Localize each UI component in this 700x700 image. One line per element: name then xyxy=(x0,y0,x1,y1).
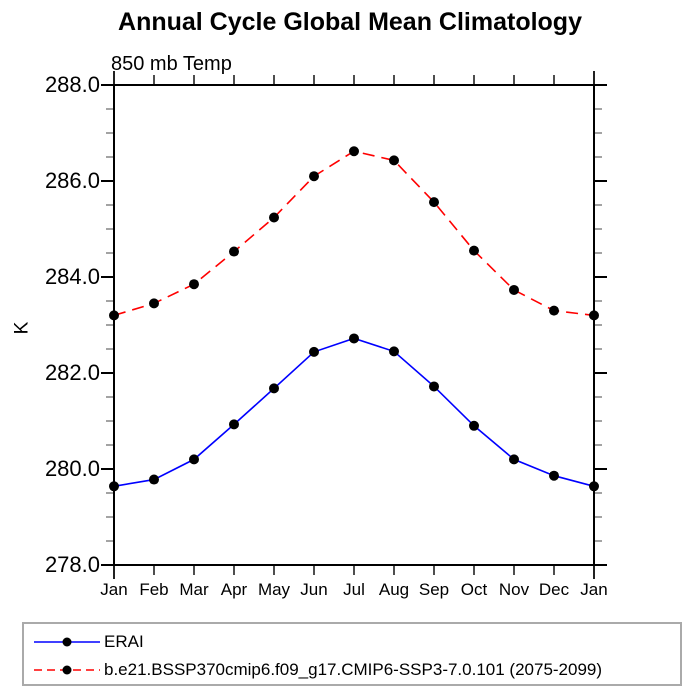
chart-subtitle: 850 mb Temp xyxy=(111,53,232,75)
x-tick-label: Sep xyxy=(419,580,449,599)
chart-title: Annual Cycle Global Mean Climatology xyxy=(118,8,582,36)
y-tick-label: 288.0 xyxy=(45,72,100,97)
legend-item-model: b.e21.BSSP370cmip6.f09_g17.CMIP6-SSP3-7.… xyxy=(32,656,602,684)
data-point-marker xyxy=(349,333,359,344)
data-point-marker xyxy=(269,212,279,223)
x-tick-label: Mar xyxy=(179,580,209,599)
data-point-marker xyxy=(389,155,399,166)
data-point-marker xyxy=(469,420,479,431)
legend-label-model: b.e21.BSSP370cmip6.f09_g17.CMIP6-SSP3-7.… xyxy=(104,660,603,679)
series-line xyxy=(113,150,595,317)
legend-sample-dashed-line xyxy=(34,665,100,675)
data-point-marker xyxy=(549,305,559,316)
data-point-marker xyxy=(509,454,519,465)
data-point-marker xyxy=(309,171,319,182)
data-point-marker xyxy=(269,383,279,394)
axis-ticks xyxy=(101,71,607,579)
x-tick-label: Aug xyxy=(379,580,409,599)
legend-label-erai: ERAI xyxy=(104,632,144,651)
x-tick-label: Dec xyxy=(539,580,570,599)
plot-frame xyxy=(113,84,595,566)
data-point-marker xyxy=(189,454,199,465)
y-tick-label: 282.0 xyxy=(45,360,100,385)
x-tick-label: Jan xyxy=(580,580,607,599)
legend-box: ERAI b.e21.BSSP370cmip6.f09_g17.CMIP6-SS… xyxy=(22,622,682,686)
x-tick-label: Nov xyxy=(499,580,530,599)
series-line xyxy=(113,337,595,488)
x-tick-label: Apr xyxy=(221,580,248,599)
data-point-marker xyxy=(229,246,239,257)
data-point-marker xyxy=(509,284,519,295)
data-point-marker xyxy=(149,298,159,309)
legend-sample-solid-line xyxy=(34,637,100,647)
series-model xyxy=(109,146,599,321)
y-tick-label: 286.0 xyxy=(45,168,100,193)
data-point-marker xyxy=(469,245,479,256)
x-tick-label: Jul xyxy=(343,580,365,599)
data-point-marker xyxy=(309,346,319,357)
data-point-marker xyxy=(429,381,439,392)
data-series xyxy=(109,146,599,492)
y-tick-label: 278.0 xyxy=(45,552,100,577)
data-point-marker xyxy=(349,146,359,157)
x-tick-label: Jun xyxy=(300,580,327,599)
series-erai xyxy=(109,333,599,492)
data-point-marker xyxy=(189,279,199,290)
x-tick-label: Feb xyxy=(139,580,168,599)
data-point-marker xyxy=(389,346,399,357)
data-point-marker xyxy=(549,470,559,481)
legend-item-erai: ERAI xyxy=(32,628,144,656)
x-tick-label: Jan xyxy=(100,580,127,599)
x-tick-label: Oct xyxy=(461,580,488,599)
data-point-marker xyxy=(229,419,239,430)
x-tick-label: May xyxy=(258,580,291,599)
data-point-marker xyxy=(429,197,439,208)
data-point-marker xyxy=(149,474,159,485)
y-tick-label: 284.0 xyxy=(45,264,100,289)
y-tick-label: 280.0 xyxy=(45,456,100,481)
axis-tick-labels: 278.0 280.0 282.0 284.0 286.0 288.0 Jan Feb Mar A… xyxy=(45,72,608,599)
